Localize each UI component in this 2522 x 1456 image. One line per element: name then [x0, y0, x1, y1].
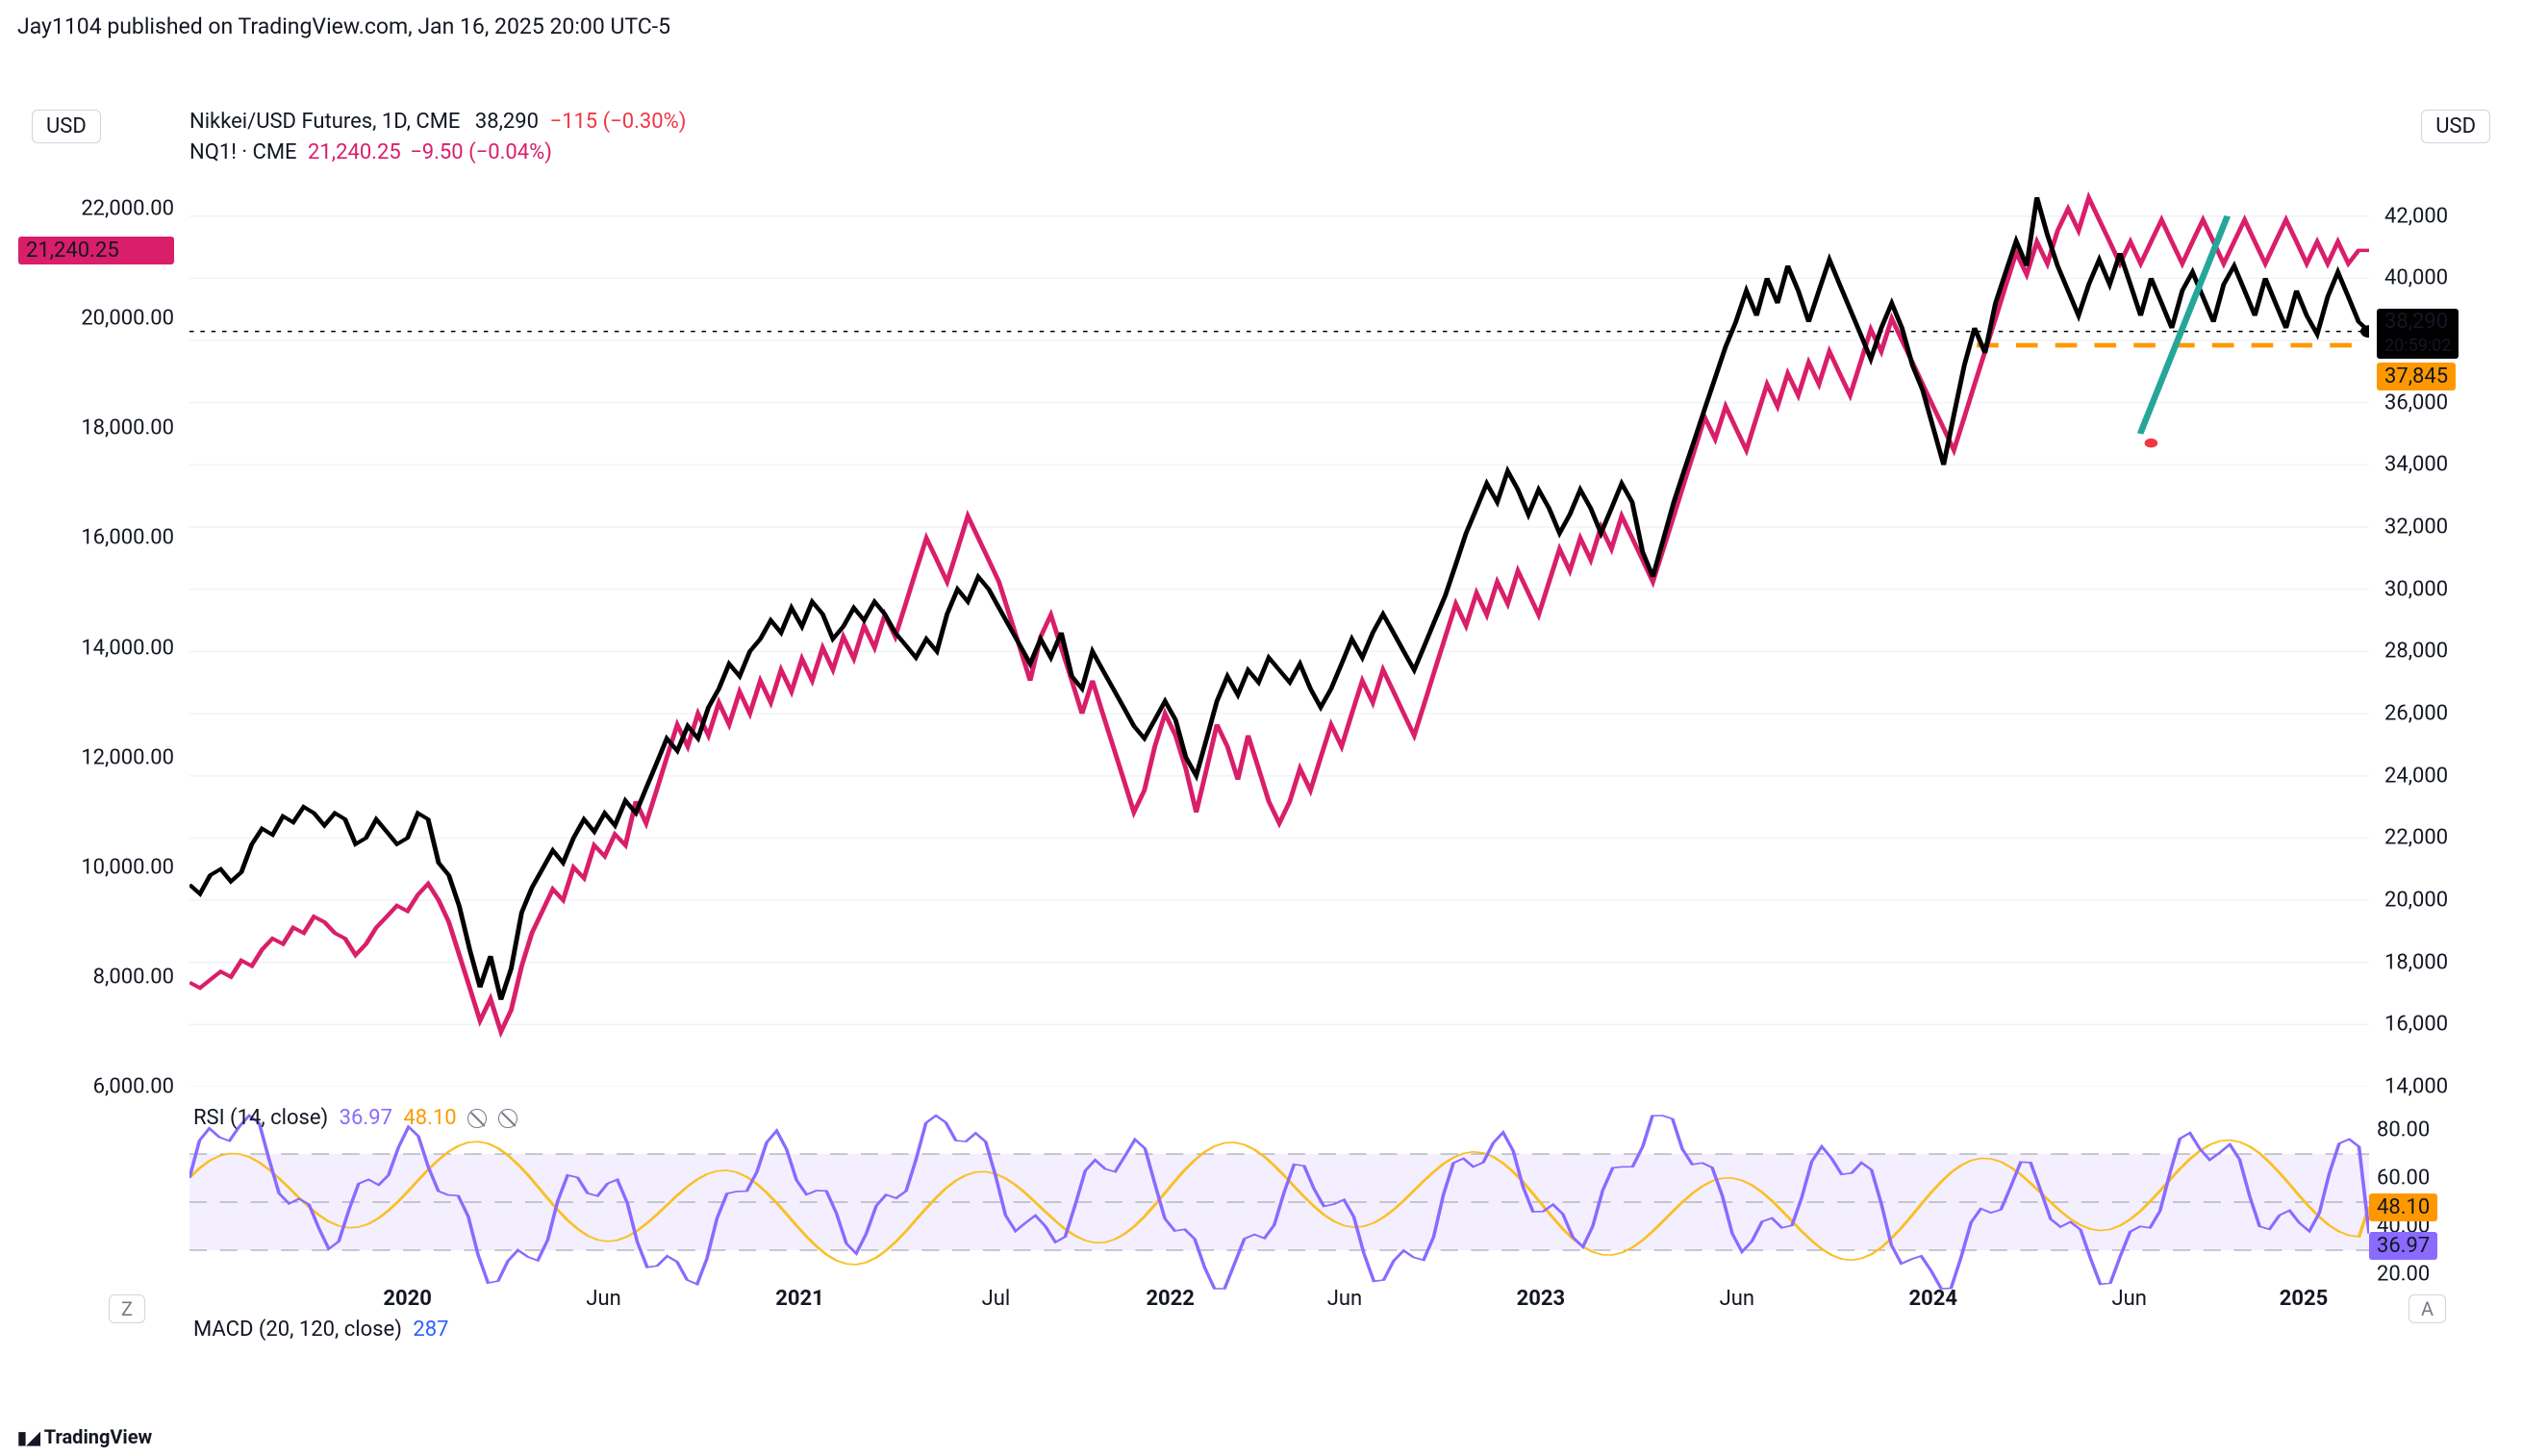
publish-line: Jay1104 published on TradingView.com, Ja…	[17, 13, 2505, 39]
y-axis-right[interactable]: 42,00040,00036,00034,00032,00030,00028,0…	[2377, 154, 2504, 1087]
rsi-panel[interactable]: RSI (14, close) 36.97 48.10 80.0060.0040…	[189, 1106, 2369, 1298]
change-primary: −115 (−0.30%)	[550, 110, 687, 134]
rsi-axis[interactable]: 80.0060.0040.0020.0048.1036.97	[2369, 1106, 2496, 1298]
currency-selector-left[interactable]: USD	[32, 110, 101, 143]
symbol-primary[interactable]: Nikkei/USD Futures, 1D, CME	[189, 110, 460, 134]
tradingview-logo[interactable]: ▮◢TradingView	[17, 1425, 152, 1448]
rsi-toggle-icon[interactable]	[467, 1109, 487, 1128]
main-plot[interactable]	[189, 154, 2369, 1087]
rsi-value-yellow: 48.10	[403, 1106, 456, 1130]
timezone-button[interactable]: Z	[109, 1294, 145, 1323]
auto-scale-button[interactable]: A	[2409, 1294, 2446, 1323]
y-axis-left[interactable]: 22,000.0020,000.0018,000.0016,000.0014,0…	[18, 154, 182, 1087]
rsi-label: RSI (14, close)	[193, 1106, 328, 1130]
tv-logo-icon: ▮◢	[17, 1428, 40, 1448]
chart-container[interactable]: USD USD Nikkei/USD Futures, 1D, CME 38,2…	[17, 57, 2505, 1357]
currency-selector-right[interactable]: USD	[2421, 110, 2490, 143]
rsi-toggle-icon-2[interactable]	[498, 1109, 517, 1128]
rsi-value-purple: 36.97	[340, 1106, 392, 1130]
rsi-legend: RSI (14, close) 36.97 48.10	[193, 1106, 517, 1130]
x-axis[interactable]: 2020Jun2021Jul2022Jun2023Jun2024Jun2025	[189, 1287, 2369, 1325]
price-primary: 38,290	[475, 110, 539, 134]
